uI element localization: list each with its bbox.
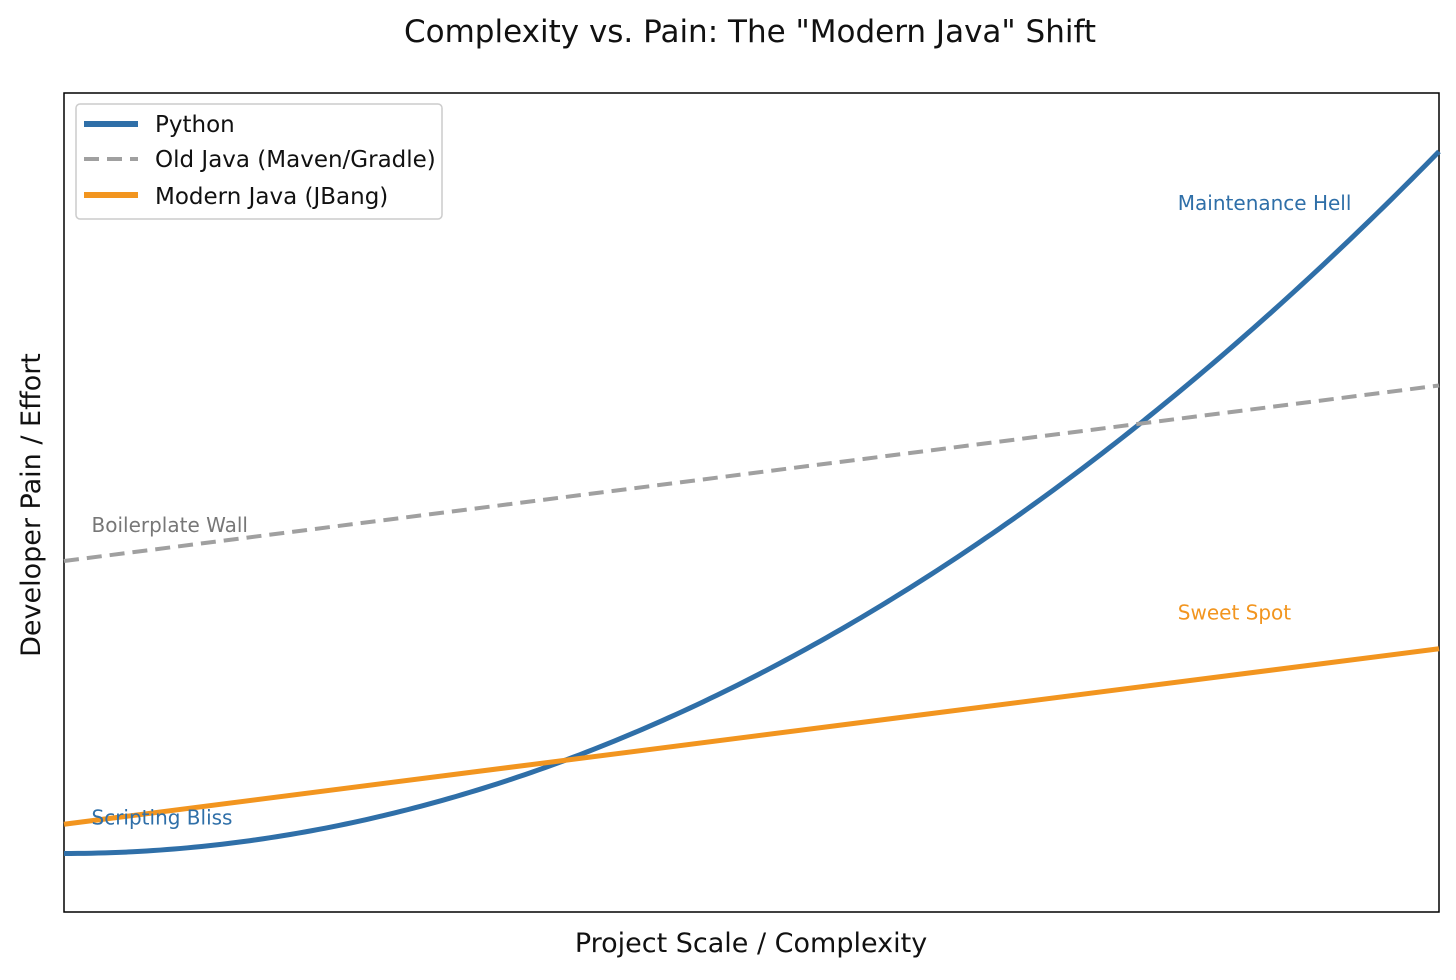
x-axis-label: Project Scale / Complexity [575,928,927,959]
annotation-boilerplate-wall: Boilerplate Wall [92,513,248,537]
y-axis-label: Developer Pain / Effort [16,353,47,657]
legend-label-python: Python [155,112,235,138]
legend-label-old-java: Old Java (Maven/Gradle) [155,147,436,173]
annotation-maintenance-hell: Maintenance Hell [1178,191,1352,215]
chart-title: Complexity vs. Pain: The "Modern Java" S… [404,14,1096,50]
series-line-old-java-maven-gradle [63,383,1440,563]
legend-box [75,103,443,220]
plot-area-frame [63,92,1440,913]
series-layer [63,149,1441,856]
legend-label-modern-java: Modern Java (JBang) [155,184,388,210]
annotation-layer: Maintenance Hell Boilerplate Wall Sweet Sp… [92,191,1352,829]
annotation-scripting-bliss: Scripting Bliss [92,805,233,829]
series-line-python [63,149,1441,856]
legend: Python Old Java (Maven/Gradle) Modern Ja… [75,103,443,220]
series-line-modern-java-jbang [63,646,1440,827]
annotation-sweet-spot: Sweet Spot [1178,601,1291,625]
